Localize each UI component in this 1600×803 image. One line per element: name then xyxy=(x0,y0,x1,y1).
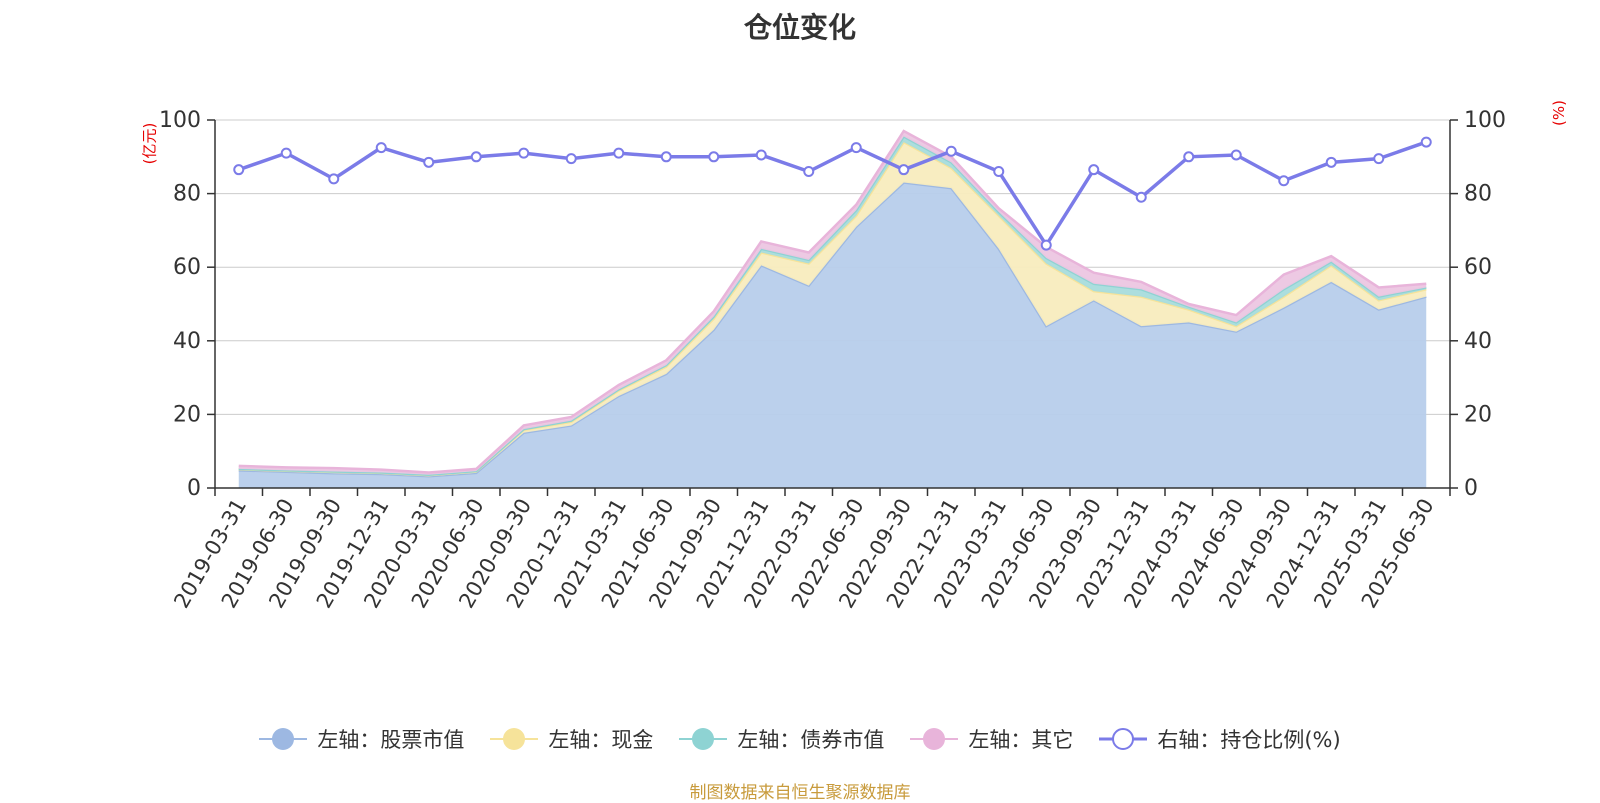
legend-item-stock[interactable]: 左轴：股票市值 xyxy=(259,724,464,754)
legend-marker-bond xyxy=(679,728,728,750)
right-tick-label: 40 xyxy=(1464,329,1492,354)
ratio-point xyxy=(423,156,435,168)
ratio-point xyxy=(1420,136,1432,148)
left-tick-label: 0 xyxy=(187,476,201,501)
left-tick-label: 60 xyxy=(173,255,201,280)
area-line-other xyxy=(238,129,1427,474)
ratio-point xyxy=(945,145,957,157)
right-tick-label: 60 xyxy=(1464,255,1492,280)
area-stock xyxy=(238,182,1427,488)
ratio-point xyxy=(708,151,720,163)
legend-label-stock: 左轴：股票市值 xyxy=(317,728,465,752)
legend-marker-stock xyxy=(259,728,308,750)
ratio-point xyxy=(375,142,387,154)
ratio-point xyxy=(1088,164,1100,176)
ratio-point xyxy=(1135,191,1147,203)
legend-marker-other xyxy=(910,728,959,750)
ratio-point xyxy=(280,147,292,159)
legend-label-other: 左轴：其它 xyxy=(968,728,1074,752)
ratio-point xyxy=(755,149,767,161)
ratio-line xyxy=(238,140,1427,249)
chart-title: 仓位变化 xyxy=(743,11,856,44)
legend-item-bond[interactable]: 左轴：债券市值 xyxy=(679,724,884,754)
left-tick-label: 20 xyxy=(173,402,201,427)
ratio-point xyxy=(1278,175,1290,187)
ratio-point xyxy=(233,164,245,176)
ratio-point xyxy=(898,164,910,176)
legend-label-ratio: 右轴：持仓比例(%) xyxy=(1157,728,1341,752)
legend-item-other[interactable]: 左轴：其它 xyxy=(910,724,1073,754)
ratio-point xyxy=(613,147,625,159)
right-tick-label: 0 xyxy=(1464,476,1478,501)
ratio-point xyxy=(850,142,862,154)
ratio-point xyxy=(660,151,672,163)
right-tick-label: 20 xyxy=(1464,402,1492,427)
ratio-point xyxy=(1373,153,1385,165)
left-tick-label: 40 xyxy=(173,329,201,354)
right-tick-label: 100 xyxy=(1464,108,1506,133)
legend-item-cash[interactable]: 左轴：现金 xyxy=(490,724,653,754)
ratio-point xyxy=(803,166,815,178)
legend-label-cash: 左轴：现金 xyxy=(548,728,654,752)
left-tick-label: 80 xyxy=(173,182,201,207)
source-note: 制图数据来自恒生聚源数据库 xyxy=(689,783,911,803)
left-tick-label: 100 xyxy=(159,108,201,133)
legend-marker-cash xyxy=(490,728,539,750)
right-tick-label: 80 xyxy=(1464,182,1492,207)
legend-label-bond: 左轴：债券市值 xyxy=(737,728,885,752)
ratio-point xyxy=(328,173,340,185)
legend-item-ratio[interactable]: 右轴：持仓比例(%) xyxy=(1099,724,1341,754)
ratio-point xyxy=(518,147,530,159)
ratio-point xyxy=(1325,156,1337,168)
ratio-point xyxy=(1230,149,1242,161)
ratio-point xyxy=(1183,151,1195,163)
ratio-point xyxy=(470,151,482,163)
ratio-point xyxy=(993,166,1005,178)
ratio-point xyxy=(1040,239,1052,251)
ratio-point xyxy=(565,153,577,165)
legend: 左轴：股票市值 左轴：现金 左轴：债券市值 左轴：其它 右轴：持仓比例(%) xyxy=(0,724,1600,754)
legend-marker-ratio xyxy=(1099,728,1148,750)
